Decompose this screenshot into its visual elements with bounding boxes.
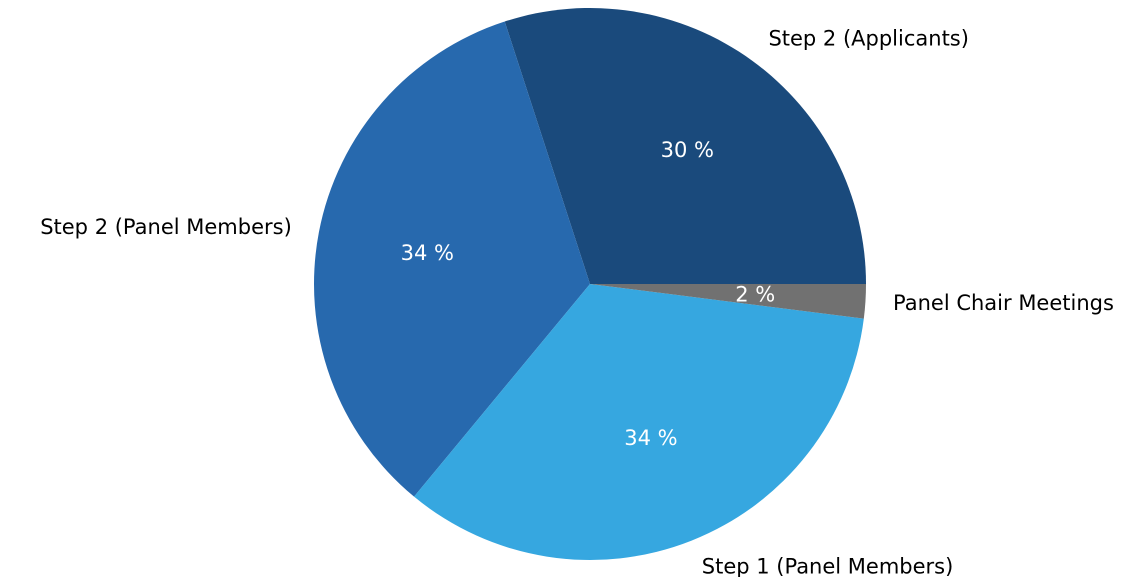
slice-category-label: Panel Chair Meetings	[893, 291, 1114, 315]
slice-percent-label: 34 %	[624, 426, 677, 450]
pie-slice-3	[414, 284, 864, 560]
pie-slices	[314, 8, 866, 560]
pie-labels: 30 % Step 2 (Applicants) 34 % Step 2 (Panel…	[40, 26, 1114, 577]
pie-slice-4	[590, 284, 866, 319]
slice-category-label: Step 1 (Panel Members)	[702, 554, 954, 577]
slice-category-label: Step 2 (Panel Members)	[40, 215, 292, 239]
slice-percent-label: 2 %	[735, 282, 775, 306]
slice-category-label: Step 2 (Applicants)	[768, 26, 969, 50]
slice-percent-label: 34 %	[401, 241, 454, 265]
pie-slice-2	[314, 21, 590, 497]
pie-slice-1	[504, 8, 866, 284]
slice-percent-label: 30 %	[661, 138, 714, 162]
